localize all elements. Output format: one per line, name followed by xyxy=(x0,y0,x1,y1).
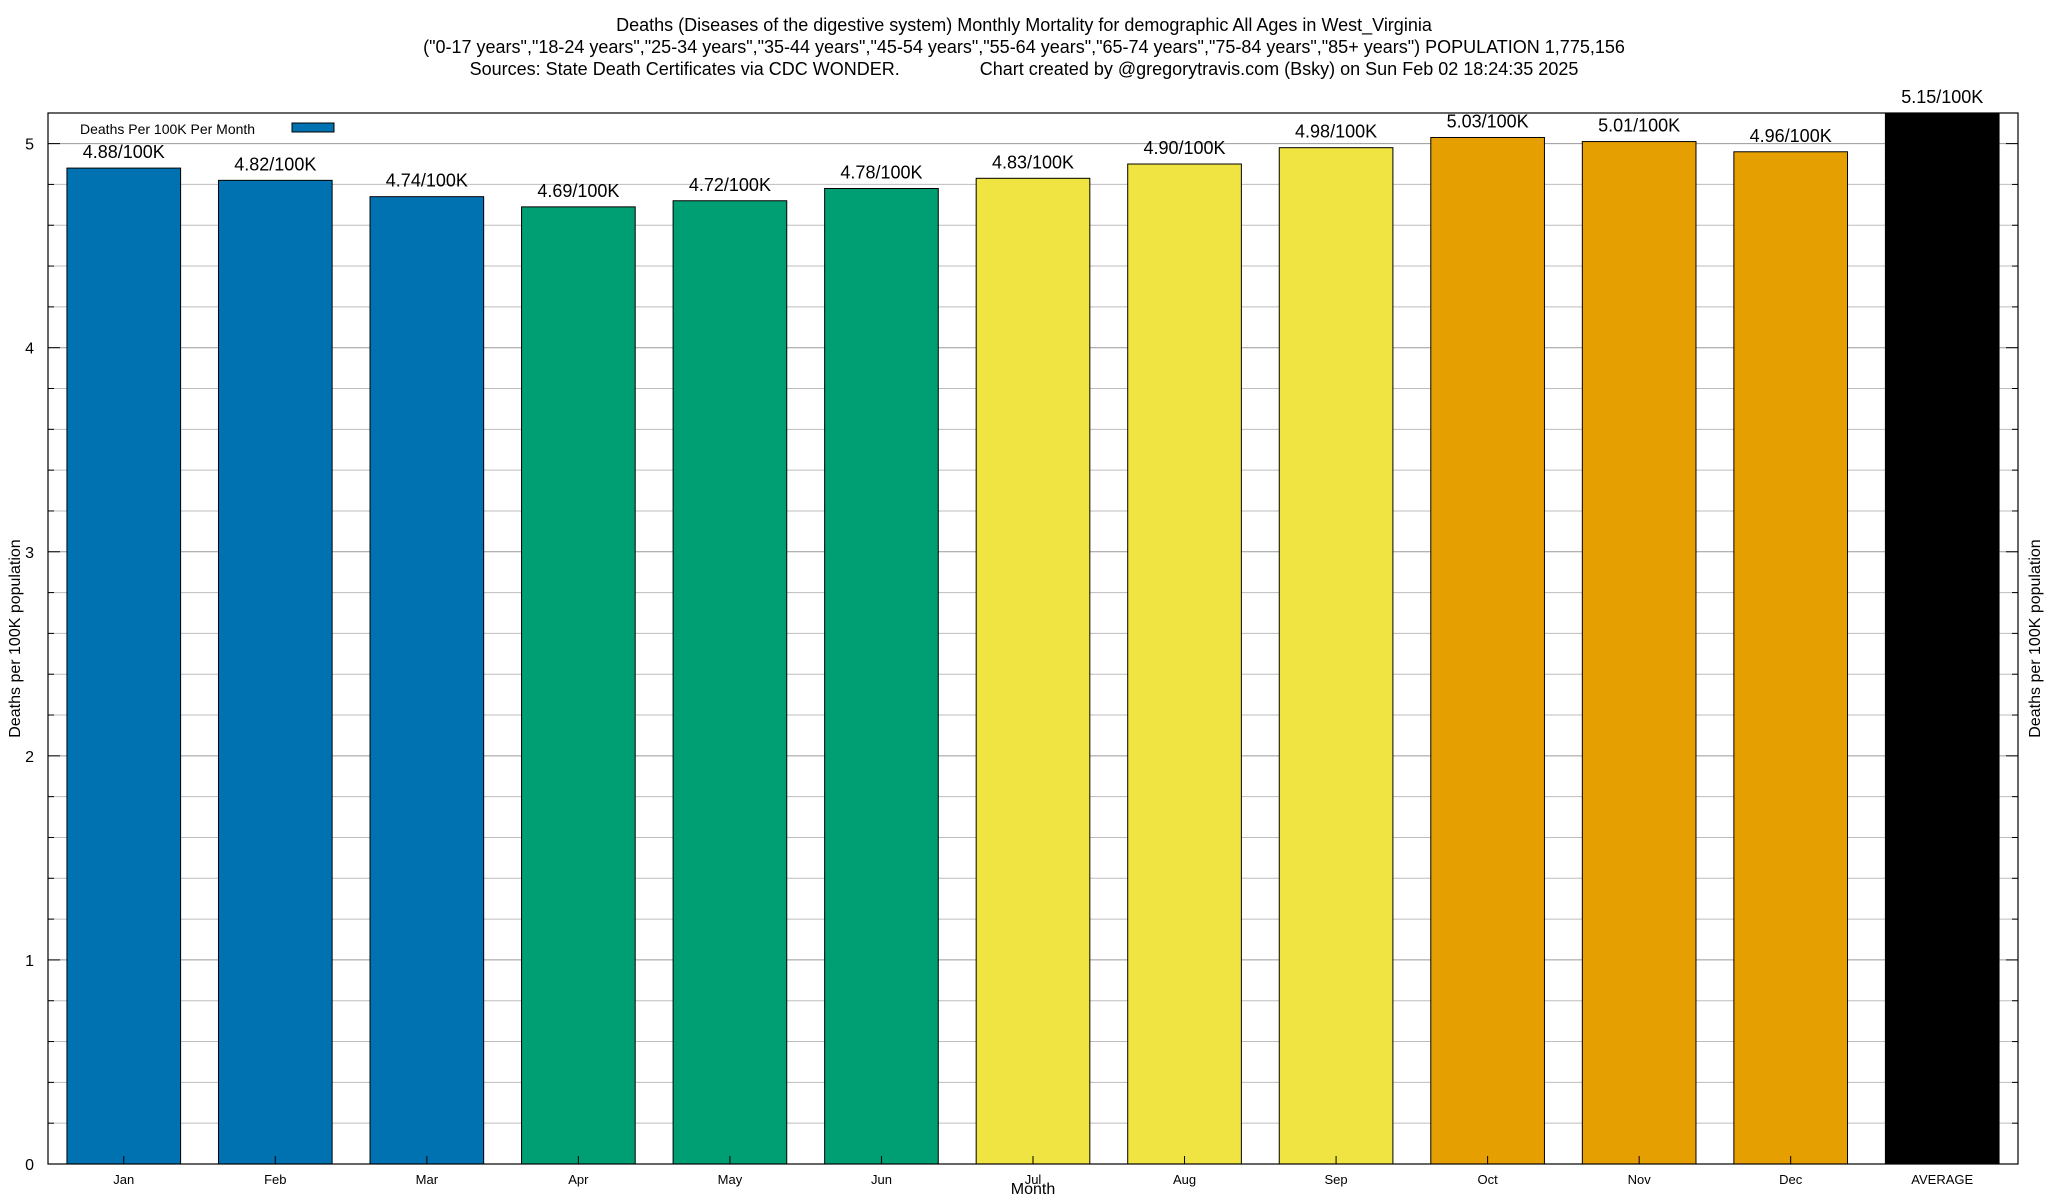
legend-label: Deaths Per 100K Per Month xyxy=(80,121,255,137)
bar-value-label: 5.03/100K xyxy=(1447,111,1529,131)
x-tick-label: May xyxy=(718,1172,743,1187)
bar-value-label: 4.72/100K xyxy=(689,175,771,195)
bar-value-label: 4.83/100K xyxy=(992,152,1074,172)
chart-subtitle-demographics: ("0-17 years","18-24 years","25-34 years… xyxy=(423,37,1625,57)
x-tick-label: Jul xyxy=(1025,1172,1042,1187)
bar-jul xyxy=(975,177,1091,1165)
bar-value-label: 5.01/100K xyxy=(1598,116,1680,136)
bar-jun xyxy=(824,188,939,1165)
legend: Deaths Per 100K Per Month xyxy=(80,121,335,137)
bar-apr xyxy=(521,206,636,1165)
plot-frame xyxy=(47,112,2019,1165)
chart-title-block: Deaths (Diseases of the digestive system… xyxy=(0,14,2048,80)
bar-value-label: 4.90/100K xyxy=(1143,138,1225,158)
x-axis-title: Month xyxy=(1011,1181,1055,1198)
y-tick-label: 1 xyxy=(25,953,34,970)
y-tick-label: 3 xyxy=(25,545,34,562)
legend-swatch xyxy=(291,122,335,133)
y-tick-label: 2 xyxy=(25,749,34,766)
x-tick-label: Sep xyxy=(1325,1172,1348,1187)
bar-value-label: 4.78/100K xyxy=(840,163,922,183)
y-tick-label: 4 xyxy=(25,341,34,358)
x-tick-label: Feb xyxy=(264,1172,286,1187)
bar-value-label: 4.98/100K xyxy=(1295,122,1377,142)
bar-sep xyxy=(1278,147,1394,1165)
axis-ticks: 0 1 2 3 4 5 Jan Feb Mar Apr May Jun Jul Aug Sep Oct Nov D… xyxy=(25,137,2018,1187)
x-tick-label: AVERAGE xyxy=(1911,1172,1973,1187)
bar-feb xyxy=(217,179,333,1165)
bar-aug xyxy=(1127,163,1242,1165)
y-tick-label: 5 xyxy=(25,137,34,154)
bar-value-label: 4.88/100K xyxy=(83,142,165,162)
x-tick-label: Dec xyxy=(1779,1172,1803,1187)
bar-dec xyxy=(1733,151,1849,1165)
chart-title: Deaths (Diseases of the digestive system… xyxy=(616,15,1432,35)
bar-jan xyxy=(66,167,182,1165)
y-tick-label: 0 xyxy=(25,1157,34,1174)
bar-oct xyxy=(1430,136,1545,1165)
chart-subtitle-sources: Sources: State Death Certificates via CD… xyxy=(469,59,1579,79)
bar-value-label: 4.96/100K xyxy=(1750,126,1832,146)
y2-axis-title: Deaths per 100K population xyxy=(2027,539,2044,737)
x-tick-label: Jun xyxy=(871,1172,892,1187)
x-tick-label: Jan xyxy=(113,1172,134,1187)
bar-value-label: 4.69/100K xyxy=(537,181,619,201)
bar-value-label: 4.82/100K xyxy=(234,154,316,174)
x-tick-label: Apr xyxy=(568,1172,589,1187)
bar-may xyxy=(672,200,788,1165)
x-tick-label: Mar xyxy=(416,1172,439,1187)
x-tick-label: Oct xyxy=(1477,1172,1498,1187)
x-tick-label: Aug xyxy=(1173,1172,1196,1187)
bars: 4.88/100K 4.82/100K 4.74/100K 4.69/100K 4.72… xyxy=(66,87,2000,1165)
bar-nov xyxy=(1581,141,1697,1165)
y-axis-title: Deaths per 100K population xyxy=(7,539,24,737)
bar-value-label: 5.15/100K xyxy=(1901,87,1983,107)
x-tick-label: Nov xyxy=(1628,1172,1652,1187)
bar-value-label: 4.74/100K xyxy=(386,171,468,191)
bar-average xyxy=(1884,112,2000,1165)
bar-mar xyxy=(369,196,485,1165)
